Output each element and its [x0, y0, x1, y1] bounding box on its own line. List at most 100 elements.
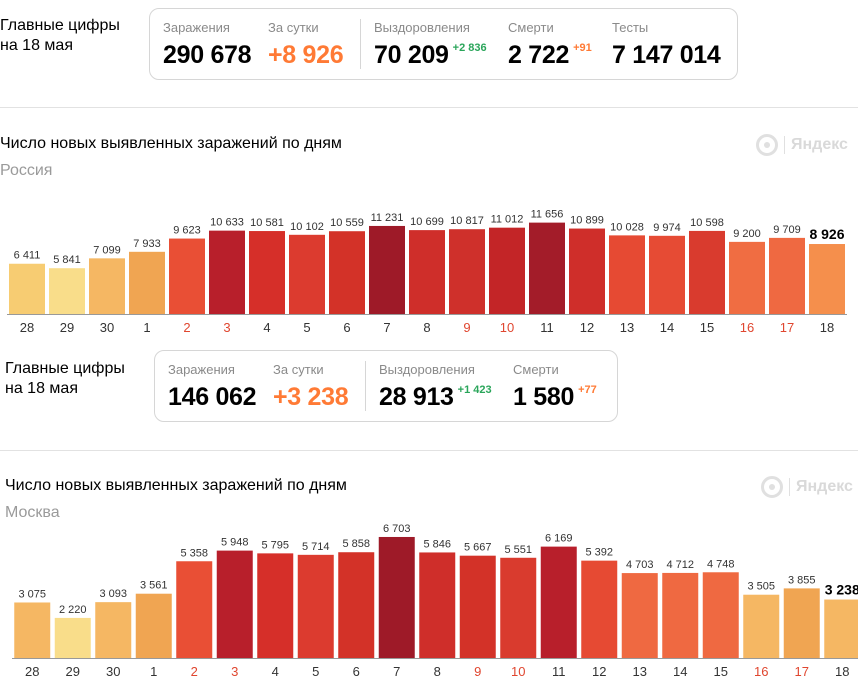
- bar-1[interactable]: [129, 251, 165, 314]
- bar-11[interactable]: [540, 546, 577, 658]
- bar-value-label: 10 817: [450, 215, 484, 227]
- bar-value-label: 3 075: [18, 588, 46, 600]
- russia-yandex-watermark: Яндекс: [756, 134, 848, 156]
- bar-11[interactable]: [529, 222, 565, 314]
- moscow-stat-deaths: Смерти 1 580 +77: [513, 362, 597, 412]
- x-tick-label: 2: [191, 664, 198, 676]
- bar-8[interactable]: [409, 230, 445, 314]
- x-tick-label: 17: [780, 320, 794, 335]
- x-tick-label: 17: [795, 664, 809, 676]
- bar-value-label: 3 855: [788, 574, 816, 586]
- bar-29[interactable]: [54, 617, 91, 658]
- bar-14[interactable]: [662, 572, 699, 658]
- bar-10[interactable]: [489, 227, 525, 314]
- bar-2[interactable]: [176, 561, 213, 658]
- bar-value-label: 3 238: [825, 582, 858, 598]
- divider: [0, 450, 858, 451]
- moscow-chart-title: Число новых выявленных заражений по дням: [5, 477, 347, 494]
- bar-9[interactable]: [459, 555, 496, 658]
- bar-17[interactable]: [783, 588, 820, 658]
- bar-16[interactable]: [743, 594, 780, 658]
- russia-headline-line2: на 18 мая: [0, 37, 73, 54]
- russia-headline: Главные цифры на 18 мая: [0, 16, 120, 56]
- x-tick-label: 1: [150, 664, 157, 676]
- stat-delta: +2 836: [452, 42, 487, 54]
- bar-value-label: 5 858: [342, 538, 370, 550]
- x-tick-label: 10: [511, 664, 525, 676]
- stat-value: 146 062: [168, 383, 257, 411]
- bar-28[interactable]: [14, 602, 51, 658]
- watermark-text: Яндекс: [791, 136, 848, 153]
- moscow-headline: Главные цифры на 18 мая: [5, 359, 125, 399]
- bar-4[interactable]: [249, 231, 285, 314]
- bar-value-label: 5 846: [423, 538, 451, 550]
- stat-value: +3 238: [273, 383, 349, 411]
- x-tick-label: 15: [714, 664, 728, 676]
- x-tick-label: 29: [66, 664, 80, 676]
- bar-8[interactable]: [419, 552, 456, 658]
- bar-3[interactable]: [216, 550, 253, 658]
- stat-value: 28 913: [379, 383, 454, 411]
- x-tick-label: 28: [25, 664, 39, 676]
- bar-30[interactable]: [95, 602, 132, 658]
- russia-stat-deaths: Смерти 2 722 +91: [508, 20, 592, 70]
- stat-value: 1 580: [513, 383, 575, 411]
- bar-1[interactable]: [135, 593, 172, 658]
- bar-30[interactable]: [89, 258, 125, 314]
- bar-28[interactable]: [9, 263, 45, 314]
- bar-9[interactable]: [449, 229, 485, 314]
- x-tick-label: 3: [223, 320, 230, 335]
- bar-4[interactable]: [257, 553, 294, 658]
- x-tick-label: 18: [835, 664, 849, 676]
- bar-2[interactable]: [169, 238, 205, 314]
- bar-13[interactable]: [609, 235, 645, 314]
- x-tick-label: 6: [343, 320, 350, 335]
- bar-29[interactable]: [49, 268, 85, 314]
- bar-3[interactable]: [209, 230, 245, 314]
- bar-18[interactable]: [824, 599, 858, 658]
- watermark-separator: [784, 136, 785, 154]
- x-tick-label: 10: [500, 320, 514, 335]
- x-tick-label: 28: [20, 320, 34, 335]
- bar-5[interactable]: [297, 554, 334, 658]
- bar-18[interactable]: [809, 244, 845, 314]
- bar-7[interactable]: [369, 225, 405, 314]
- bar-value-label: 11 012: [491, 214, 524, 226]
- bar-15[interactable]: [702, 572, 739, 658]
- bar-13[interactable]: [621, 573, 658, 658]
- bar-15[interactable]: [689, 230, 725, 314]
- bar-7[interactable]: [378, 536, 415, 658]
- moscow-yandex-watermark: Яндекс: [761, 476, 853, 498]
- moscow-stat-cases: Заражения 146 062: [168, 362, 257, 412]
- bar-value-label: 5 667: [464, 542, 492, 554]
- stat-value: +8 926: [268, 41, 344, 69]
- bar-6[interactable]: [338, 552, 375, 658]
- bar-12[interactable]: [569, 228, 605, 314]
- bar-value-label: 10 559: [330, 217, 364, 229]
- stat-value: 290 678: [163, 41, 252, 69]
- bar-16[interactable]: [729, 241, 765, 314]
- bar-value-label: 5 948: [221, 537, 249, 549]
- bar-14[interactable]: [649, 235, 685, 314]
- bar-6[interactable]: [329, 231, 365, 314]
- stat-delta: +77: [578, 384, 597, 396]
- x-tick-label: 30: [106, 664, 120, 676]
- bar-value-label: 4 712: [666, 559, 694, 571]
- bar-value-label: 10 102: [290, 221, 324, 233]
- bar-value-label: 10 699: [410, 216, 444, 228]
- bar-value-label: 11 656: [531, 209, 564, 221]
- russia-headline-line1: Главные цифры: [0, 17, 120, 34]
- bar-10[interactable]: [500, 557, 537, 658]
- bar-17[interactable]: [769, 237, 805, 314]
- bar-5[interactable]: [289, 234, 325, 314]
- bar-value-label: 3 561: [140, 580, 168, 592]
- bar-value-label: 9 200: [733, 228, 761, 240]
- bar-value-label: 6 703: [383, 523, 411, 535]
- stat-divider: [360, 19, 361, 69]
- bar-12[interactable]: [581, 560, 618, 658]
- bar-value-label: 5 551: [504, 544, 532, 556]
- x-tick-label: 5: [303, 320, 310, 335]
- x-tick-label: 8: [423, 320, 430, 335]
